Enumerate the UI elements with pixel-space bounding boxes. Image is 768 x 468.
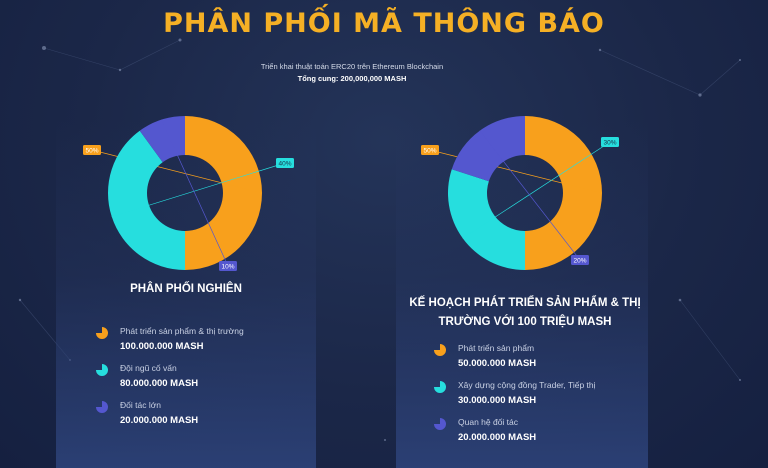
data-label: 50% xyxy=(423,147,436,154)
donut-slice xyxy=(139,116,185,163)
donut-slice xyxy=(107,130,185,270)
legend-label: Phát triển sản phẩm xyxy=(458,343,535,353)
percent-tag xyxy=(219,261,237,271)
percent-tag xyxy=(601,137,619,147)
legend-item: Đối tác lớn 20.000.000 MASH xyxy=(96,400,306,437)
leader-line xyxy=(111,162,286,218)
donut-slice xyxy=(451,116,525,182)
legend-label: Xây dựng cộng đồng Trader, Tiếp thị xyxy=(458,380,596,390)
page-title: PHÂN PHỐI MÃ THÔNG BÁO xyxy=(163,8,605,39)
development-chart-title: KẾ HOẠCH PHÁT TRIỂN SẢN PHẨM & THỊ TRƯỜN… xyxy=(409,297,641,328)
legend-amount: 20.000.000 MASH xyxy=(458,432,537,443)
legend-item: Phát triển sản phẩm & thị trường 100.000… xyxy=(96,326,306,363)
data-label: 40% xyxy=(278,160,291,167)
legend-item: Phát triển sản phẩm 50.000.000 MASH xyxy=(434,343,644,380)
legend-item: Xây dựng cộng đồng Trader, Tiếp thị 30.0… xyxy=(434,380,644,417)
legend-amount: 20.000.000 MASH xyxy=(120,415,199,426)
page-subtitle: Triển khai thuật toán ERC20 trên Ethereu… xyxy=(260,62,444,71)
data-label: 10% xyxy=(221,263,234,270)
wedge-cyan-icon xyxy=(96,364,108,376)
legend-marker xyxy=(434,381,446,393)
legend-label: Quan hệ đối tác xyxy=(458,417,519,427)
percent-tag xyxy=(83,145,101,155)
distribution-donut-chart: 50% 40% 10% xyxy=(83,116,294,271)
legend-item: Quan hệ đối tác 20.000.000 MASH xyxy=(434,417,644,454)
percent-tag xyxy=(276,158,294,168)
percent-tag xyxy=(421,145,439,155)
legend-amount: 30.000.000 MASH xyxy=(458,395,537,406)
development-legend: Phát triển sản phẩm 50.000.000 MASH Xây … xyxy=(434,343,644,454)
legend-marker xyxy=(434,418,446,430)
leader-line xyxy=(160,119,229,267)
legend-marker xyxy=(96,401,108,413)
development-donut-chart: 50% 30% 20% xyxy=(421,116,619,270)
legend-marker xyxy=(96,327,108,339)
wedge-indigo-icon xyxy=(96,401,108,413)
percent-tag xyxy=(571,255,589,265)
donut-slice xyxy=(525,116,602,270)
legend-amount: 80.000.000 MASH xyxy=(120,378,199,389)
donut-slice xyxy=(185,116,262,270)
leader-line xyxy=(462,141,611,239)
legend-marker xyxy=(434,344,446,356)
total-supply: Tổng cung: 200,000,000 MASH xyxy=(297,74,407,83)
legend-amount: 50.000.000 MASH xyxy=(458,358,537,369)
distribution-chart-title: PHÂN PHỐI NGHIÊN xyxy=(130,283,242,295)
legend-label: Đội ngũ cố vấn xyxy=(120,363,177,373)
wedge-cyan-icon xyxy=(434,381,446,393)
data-label: 30% xyxy=(603,139,616,146)
data-label: 20% xyxy=(573,257,586,264)
legend-marker xyxy=(96,364,108,376)
legend-amount: 100.000.000 MASH xyxy=(120,341,204,352)
wedge-orange-icon xyxy=(96,327,108,339)
distribution-legend: Phát triển sản phẩm & thị trường 100.000… xyxy=(96,326,306,437)
legend-label: Đối tác lớn xyxy=(120,400,162,410)
legend-item: Đội ngũ cố vấn 80.000.000 MASH xyxy=(96,363,306,400)
data-label: 50% xyxy=(85,147,98,154)
donut-slice xyxy=(448,169,525,270)
wedge-orange-icon xyxy=(434,344,446,356)
leader-line xyxy=(479,130,581,261)
legend-label: Phát triển sản phẩm & thị trường xyxy=(120,326,244,336)
wedge-indigo-icon xyxy=(434,418,446,430)
development-plan-panel xyxy=(396,120,648,468)
